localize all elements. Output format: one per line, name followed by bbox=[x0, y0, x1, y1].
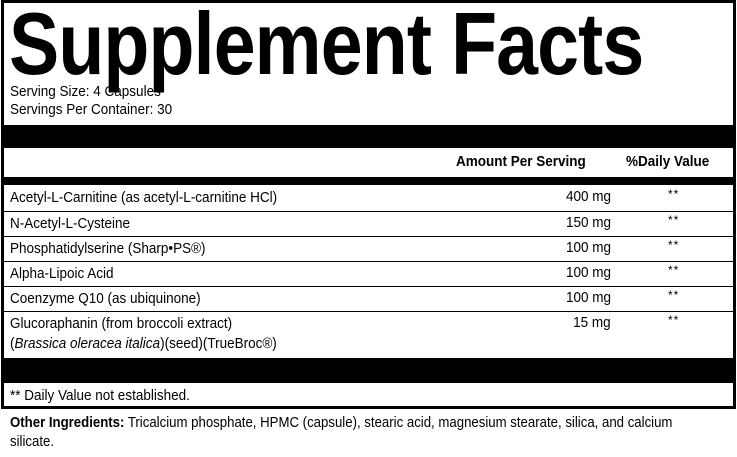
nutrient-name: Acetyl-L-Carnitine (as acetyl-L-carnitin… bbox=[10, 189, 278, 206]
nutrient-amount: 400 mg bbox=[565, 188, 611, 205]
thick-divider bbox=[4, 125, 733, 148]
panel-title: Supplement Facts bbox=[9, 0, 644, 93]
nutrient-dv: ** bbox=[668, 263, 680, 277]
nutrient-dv: ** bbox=[668, 288, 680, 302]
serving-size: Serving Size: 4 Capsules bbox=[10, 83, 161, 100]
amount-header: Amount Per Serving bbox=[456, 153, 586, 170]
other-ingredients: Other Ingredients: Tricalcium phosphate,… bbox=[10, 413, 705, 451]
nutrient-amount: 150 mg bbox=[565, 214, 611, 231]
nutrient-amount: 100 mg bbox=[565, 264, 611, 281]
nutrient-row: Alpha-Lipoic Acid 100 mg ** bbox=[4, 261, 733, 286]
servings-per-container: Servings Per Container: 30 bbox=[10, 101, 173, 118]
nutrient-name: Phosphatidylserine (Sharp•PS®) bbox=[10, 240, 206, 257]
nutrient-row: N-Acetyl-L-Cysteine 150 mg ** bbox=[4, 211, 733, 236]
footnote: ** Daily Value not established. bbox=[10, 387, 190, 404]
botanical-name: Brassica oleracea italica bbox=[14, 335, 161, 352]
paren: ( bbox=[10, 335, 15, 352]
other-ingredients-text: Tricalcium phosphate, HPMC (capsule), st… bbox=[10, 414, 673, 450]
supplement-facts-panel: Supplement Facts Serving Size: 4 Capsule… bbox=[1, 0, 736, 409]
nutrient-name: Glucoraphanin (from broccoli extract) (Br… bbox=[10, 314, 277, 354]
nutrient-amount: 100 mg bbox=[565, 239, 611, 256]
nutrient-dv: ** bbox=[668, 313, 680, 327]
nutrient-row: Glucoraphanin (from broccoli extract) (Br… bbox=[4, 311, 733, 356]
daily-value-header: %Daily Value bbox=[626, 153, 710, 170]
thick-divider bbox=[4, 358, 733, 383]
nutrient-amount: 100 mg bbox=[565, 289, 611, 306]
nutrient-name: N-Acetyl-L-Cysteine bbox=[10, 215, 131, 232]
nutrient-dv: ** bbox=[668, 238, 680, 252]
nutrient-name-line2: )(seed)(TrueBroc®) bbox=[160, 335, 277, 352]
nutrient-row: Acetyl-L-Carnitine (as acetyl-L-carnitin… bbox=[4, 186, 733, 210]
nutrient-dv: ** bbox=[668, 213, 680, 227]
medium-divider bbox=[4, 177, 733, 185]
nutrient-row: Coenzyme Q10 (as ubiquinone) 100 mg ** bbox=[4, 286, 733, 311]
nutrient-name-line1: Glucoraphanin (from broccoli extract) bbox=[10, 315, 233, 332]
nutrient-amount: 15 mg bbox=[573, 314, 611, 331]
nutrient-name: Coenzyme Q10 (as ubiquinone) bbox=[10, 290, 201, 307]
nutrient-row: Phosphatidylserine (Sharp•PS®) 100 mg ** bbox=[4, 236, 733, 261]
nutrient-dv: ** bbox=[668, 187, 680, 201]
other-ingredients-label: Other Ingredients: bbox=[10, 414, 125, 431]
nutrient-name: Alpha-Lipoic Acid bbox=[10, 265, 114, 282]
